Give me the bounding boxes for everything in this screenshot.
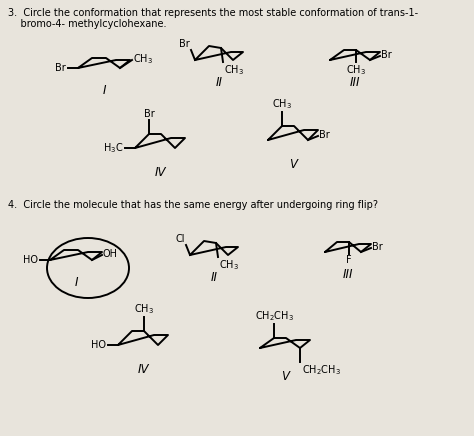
Text: II: II [216, 76, 222, 89]
Text: bromo-4- methylcyclohexane.: bromo-4- methylcyclohexane. [8, 19, 166, 29]
Text: CH$_3$: CH$_3$ [346, 63, 366, 77]
Text: 3.  Circle the conformation that represents the most stable conformation of tran: 3. Circle the conformation that represen… [8, 8, 418, 18]
Text: Br: Br [372, 242, 383, 252]
Text: CH$_3$: CH$_3$ [219, 258, 239, 272]
Text: Cl: Cl [175, 234, 185, 244]
Text: IV: IV [137, 363, 149, 376]
Text: CH$_2$CH$_3$: CH$_2$CH$_3$ [255, 309, 293, 323]
Text: I: I [102, 84, 106, 97]
Text: Br: Br [179, 39, 190, 49]
Text: 4.  Circle the molecule that has the same energy after undergoing ring flip?: 4. Circle the molecule that has the same… [8, 200, 378, 210]
Text: I: I [74, 276, 78, 289]
Text: Br: Br [319, 130, 330, 140]
Text: CH$_3$: CH$_3$ [134, 302, 154, 316]
Text: Br: Br [55, 63, 66, 73]
Text: III: III [343, 268, 353, 281]
Text: Br: Br [381, 50, 392, 60]
Text: V: V [281, 370, 289, 383]
Text: OH: OH [103, 249, 118, 259]
Text: IV: IV [154, 166, 166, 179]
Text: H$_3$C: H$_3$C [103, 141, 123, 155]
Text: V: V [289, 158, 297, 171]
Text: CH$_3$: CH$_3$ [272, 97, 292, 111]
Text: CH$_3$: CH$_3$ [133, 52, 153, 66]
Text: II: II [210, 271, 218, 284]
Text: III: III [350, 76, 360, 89]
Text: CH$_3$: CH$_3$ [224, 63, 244, 77]
Text: F: F [346, 255, 352, 265]
Text: HO: HO [23, 255, 38, 265]
Text: HO: HO [91, 340, 106, 350]
Text: CH$_2$CH$_3$: CH$_2$CH$_3$ [302, 363, 341, 377]
Text: Br: Br [144, 109, 155, 119]
